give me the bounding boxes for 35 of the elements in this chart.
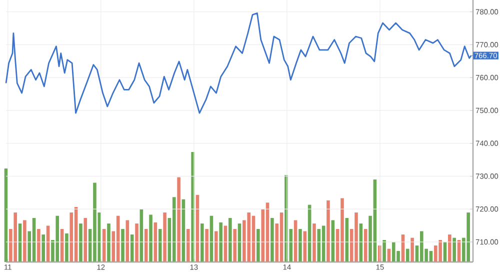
- bar: [172, 197, 176, 262]
- bar: [186, 229, 190, 262]
- bar: [303, 231, 307, 262]
- bar: [448, 234, 452, 262]
- bar: [406, 248, 410, 262]
- bar: [228, 218, 232, 262]
- bar: [256, 229, 260, 262]
- bar: [270, 218, 274, 262]
- bar: [79, 224, 82, 262]
- bar: [107, 224, 110, 262]
- bar: [144, 229, 148, 262]
- bar: [214, 231, 218, 262]
- bar: [312, 224, 316, 262]
- bar: [163, 212, 166, 262]
- bar: [382, 240, 386, 262]
- bar: [452, 238, 456, 262]
- bar: [219, 222, 222, 262]
- bar: [65, 233, 68, 262]
- bar: [317, 229, 321, 262]
- bar: [135, 224, 138, 262]
- bar: [37, 229, 40, 262]
- bar: [410, 238, 414, 262]
- bar: [23, 220, 26, 262]
- bar: [205, 229, 208, 262]
- bar: [200, 224, 204, 262]
- bar: [177, 177, 180, 262]
- bar: [326, 200, 330, 262]
- bar: [4, 168, 8, 262]
- bar: [158, 229, 162, 262]
- bar: [298, 229, 302, 262]
- bar: [233, 229, 236, 262]
- bar: [149, 214, 152, 262]
- bar: [121, 229, 124, 262]
- bar: [84, 218, 88, 262]
- bar: [42, 234, 46, 262]
